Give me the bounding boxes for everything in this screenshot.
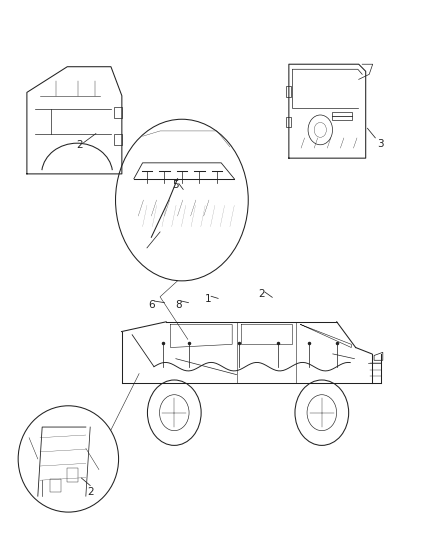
Bar bbox=[286, 86, 291, 96]
Bar bbox=[114, 107, 122, 118]
Bar bbox=[332, 112, 352, 120]
Text: 3: 3 bbox=[377, 139, 384, 149]
Text: 8: 8 bbox=[175, 300, 182, 310]
Bar bbox=[286, 117, 291, 127]
Text: 1: 1 bbox=[205, 294, 212, 304]
Text: 2: 2 bbox=[87, 487, 94, 497]
Text: 6: 6 bbox=[148, 300, 155, 310]
Text: 5: 5 bbox=[172, 180, 179, 190]
Bar bbox=[114, 134, 122, 145]
Bar bbox=[49, 479, 61, 492]
Text: 2: 2 bbox=[258, 289, 265, 299]
Bar bbox=[67, 468, 78, 482]
Text: 2: 2 bbox=[76, 140, 82, 150]
